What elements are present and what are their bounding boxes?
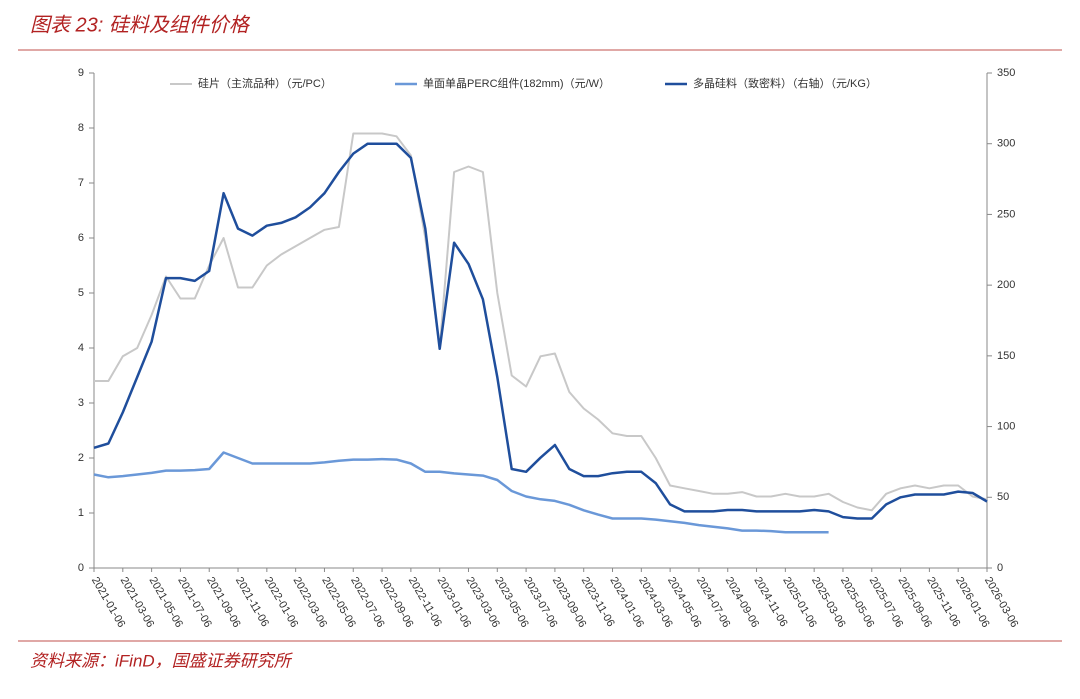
y2-tick-label: 200	[997, 279, 1015, 291]
y-tick-label: 7	[78, 177, 84, 189]
y-tick-label: 6	[78, 232, 84, 244]
y-tick-label: 0	[78, 562, 84, 574]
y2-tick-label: 350	[997, 67, 1015, 79]
legend-label: 硅片（主流品种）（元/PC）	[198, 76, 332, 90]
series-line	[93, 451, 829, 534]
source-note: 资料来源：iFinD，国盛证券研究所	[30, 651, 294, 670]
y-tick-label: 8	[78, 122, 84, 134]
y2-tick-label: 0	[997, 562, 1003, 574]
legend-label: 多晶硅料（致密料）（右轴）（元/KG）	[693, 76, 877, 90]
chart-title: 图表 23: 硅料及组件价格	[30, 14, 251, 36]
y2-tick-label: 250	[997, 208, 1015, 220]
series-line	[94, 132, 988, 512]
y2-tick-label: 150	[997, 350, 1015, 362]
y-tick-label: 2	[78, 452, 84, 464]
y2-tick-label: 300	[997, 138, 1015, 150]
y-tick-label: 9	[78, 67, 84, 79]
y-tick-label: 4	[78, 342, 84, 354]
y2-tick-label: 50	[997, 491, 1009, 503]
series-line	[93, 142, 988, 520]
y-tick-label: 5	[78, 287, 84, 299]
y-tick-label: 1	[78, 507, 84, 519]
y2-tick-label: 100	[997, 420, 1015, 432]
y-tick-label: 3	[78, 397, 84, 409]
legend-label: 单面单晶PERC组件(182mm)（元/W）	[423, 76, 610, 90]
